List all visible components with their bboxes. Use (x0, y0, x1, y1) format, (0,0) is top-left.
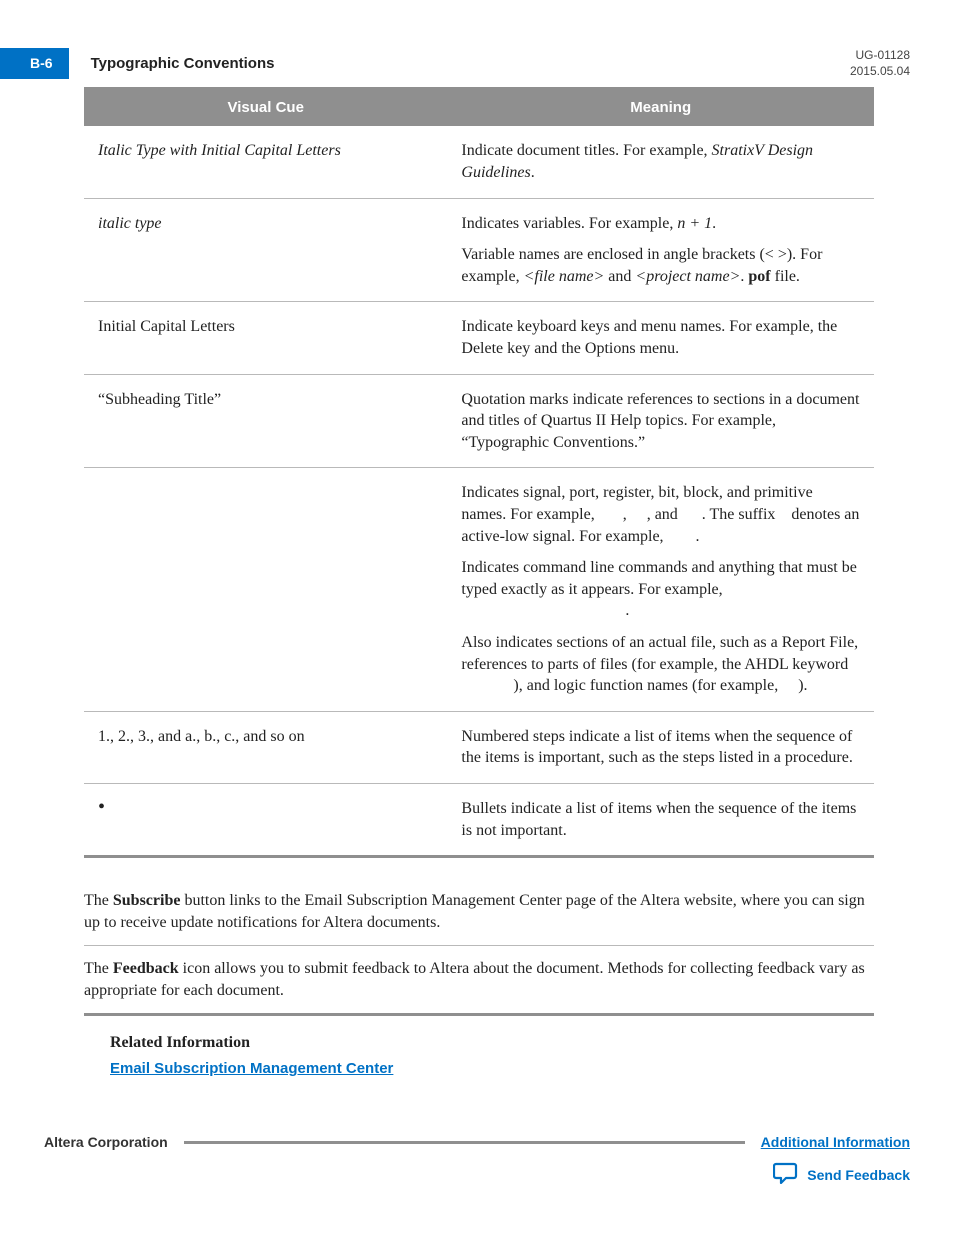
table-row: italic type Indicates variables. For exa… (84, 198, 874, 302)
text: The (84, 960, 113, 977)
meaning-cell: Indicate document titles. For example, S… (447, 126, 874, 198)
cue-cell: 1., 2., 3., and a., b., c., and so on (84, 711, 447, 783)
text-bold: Subscribe (113, 892, 181, 909)
body-block: The Subscribe button links to the Email … (84, 878, 874, 1080)
text: Indicate document titles. For example, (461, 142, 711, 159)
bullet-icon: • (98, 796, 105, 818)
text: Also indicates sections of an actual fil… (461, 632, 860, 697)
text-italic: <file name> (524, 268, 605, 285)
cue-cell: Initial Capital Letters (84, 302, 447, 374)
page-number-tab: B-6 (0, 48, 69, 79)
header-left: B-6 Typographic Conventions (44, 48, 274, 79)
divider-bold (84, 1013, 874, 1016)
meaning-cell: Bullets indicate a list of items when th… (447, 783, 874, 856)
text-italic: n + 1 (677, 215, 712, 232)
cue-cell: italic type (84, 198, 447, 302)
page-header: B-6 Typographic Conventions UG-01128 201… (44, 48, 910, 79)
subscribe-paragraph: The Subscribe button links to the Email … (84, 878, 874, 945)
related-link-email-subscription[interactable]: Email Subscription Management Center (110, 1059, 393, 1079)
table-row: 1., 2., 3., and a., b., c., and so on Nu… (84, 711, 874, 783)
feedback-paragraph: The Feedback icon allows you to submit f… (84, 946, 874, 1013)
table-row: “Subheading Title” Quotation marks indic… (84, 374, 874, 468)
conventions-table: Visual Cue Meaning Italic Type with Init… (84, 87, 874, 858)
meaning-cell: Indicates variables. For example, n + 1.… (447, 198, 874, 302)
text: Numbered steps indicate a list of items … (461, 726, 860, 769)
table-row: Indicates signal, port, register, bit, b… (84, 468, 874, 711)
cue-cell: Italic Type with Initial Capital Letters (84, 126, 447, 198)
doc-date: 2015.05.04 (850, 64, 910, 80)
text: icon allows you to submit feedback to Al… (84, 960, 865, 999)
text: . (712, 215, 716, 232)
meaning-cell: Indicates signal, port, register, bit, b… (447, 468, 874, 711)
table-row: Italic Type with Initial Capital Letters… (84, 126, 874, 198)
text-bold: Feedback (113, 960, 179, 977)
footer-corporation: Altera Corporation (44, 1133, 168, 1152)
text: Quotation marks indicate references to s… (461, 389, 860, 454)
page-footer: Altera Corporation Additional Informatio… (44, 1133, 910, 1189)
text: and (604, 268, 635, 285)
send-feedback-link[interactable]: Send Feedback (807, 1166, 910, 1185)
page-title: Typographic Conventions (91, 54, 275, 74)
text: . (531, 164, 535, 181)
footer-rule (184, 1141, 745, 1144)
text: Indicates variables. For example, (461, 215, 677, 232)
meaning-cell: Indicate keyboard keys and menu names. F… (447, 302, 874, 374)
text: Bullets indicate a list of items when th… (461, 798, 860, 841)
additional-information-link[interactable]: Additional Information (761, 1133, 910, 1152)
feedback-icon (773, 1162, 799, 1189)
text: Indicate keyboard keys and menu names. F… (461, 316, 860, 359)
col-header-meaning: Meaning (447, 89, 874, 127)
header-right: UG-01128 2015.05.04 (850, 48, 910, 79)
text: button links to the Email Subscription M… (84, 892, 865, 931)
cue-cell: • (84, 783, 447, 856)
cue-cell: “Subheading Title” (84, 374, 447, 468)
cue-cell (84, 468, 447, 711)
col-header-visual-cue: Visual Cue (84, 89, 447, 127)
text-italic: <project name> (635, 268, 740, 285)
text: Indicates signal, port, register, bit, b… (461, 482, 860, 547)
text: The (84, 892, 113, 909)
meaning-cell: Numbered steps indicate a list of items … (447, 711, 874, 783)
related-information-heading: Related Information (110, 1032, 874, 1054)
table-row: Initial Capital Letters Indicate keyboar… (84, 302, 874, 374)
text-bold: pof (748, 268, 770, 285)
meaning-cell: Quotation marks indicate references to s… (447, 374, 874, 468)
text: Indicates command line commands and anyt… (461, 557, 860, 622)
table-row: • Bullets indicate a list of items when … (84, 783, 874, 856)
text: file. (771, 268, 800, 285)
doc-id: UG-01128 (850, 48, 910, 64)
